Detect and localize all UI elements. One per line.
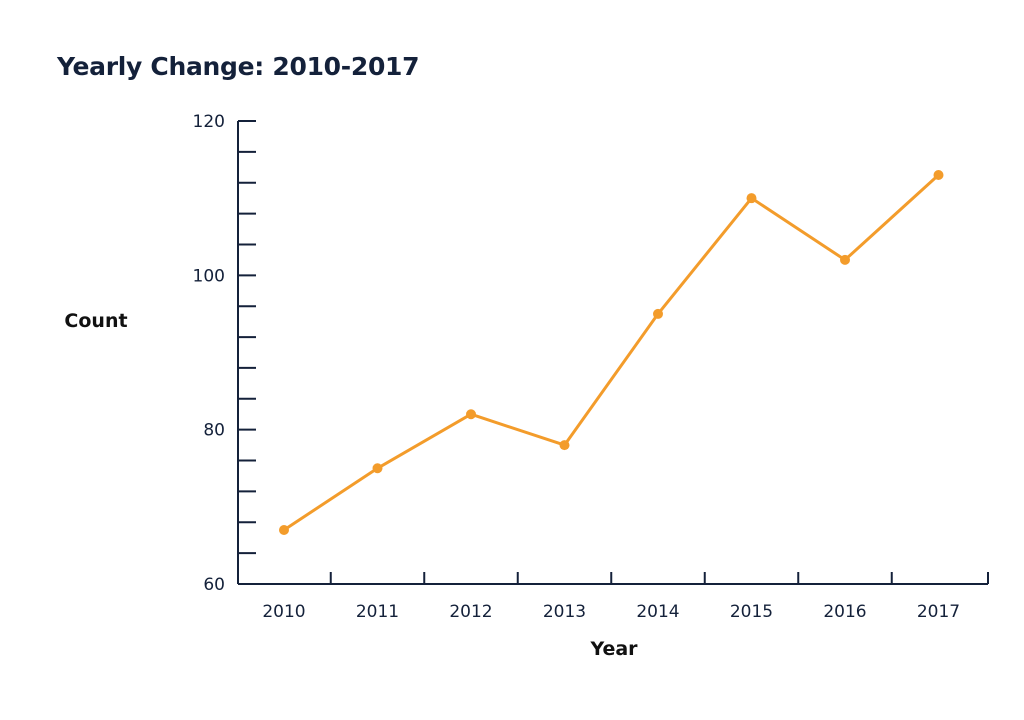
y-tick-label: 60 xyxy=(203,575,225,595)
series-line xyxy=(283,173,940,532)
x-tick-label: 2010 xyxy=(262,602,305,622)
x-tick-label: 2016 xyxy=(823,602,866,622)
tick-labels: 60 80 100 120 2010 2011 2012 2013 2014 2015 2016 20… xyxy=(193,112,961,622)
data-point xyxy=(559,440,570,451)
y-tick-label: 120 xyxy=(193,112,225,132)
y-tick-label: 100 xyxy=(193,266,225,286)
x-tick-label: 2014 xyxy=(636,602,679,622)
data-point xyxy=(279,524,289,535)
y-axis-title: Count xyxy=(64,310,127,332)
chart-title: Yearly Change: 2010-2017 xyxy=(57,52,420,81)
data-point xyxy=(746,193,757,204)
data-point xyxy=(653,308,663,319)
ticks xyxy=(238,120,989,585)
data-point xyxy=(933,170,944,181)
data-point xyxy=(372,463,383,474)
y-tick-label: 80 xyxy=(203,421,225,441)
data-point xyxy=(466,409,476,420)
series-group xyxy=(279,170,944,535)
x-tick-label: 2013 xyxy=(543,602,586,622)
x-tick-label: 2015 xyxy=(730,602,773,622)
x-tick-label: 2011 xyxy=(356,602,399,622)
x-tick-label: 2012 xyxy=(449,602,492,622)
x-tick-label: 2017 xyxy=(917,602,960,622)
x-axis-title: Year xyxy=(589,638,638,660)
axes xyxy=(237,121,988,585)
data-point xyxy=(840,254,850,265)
